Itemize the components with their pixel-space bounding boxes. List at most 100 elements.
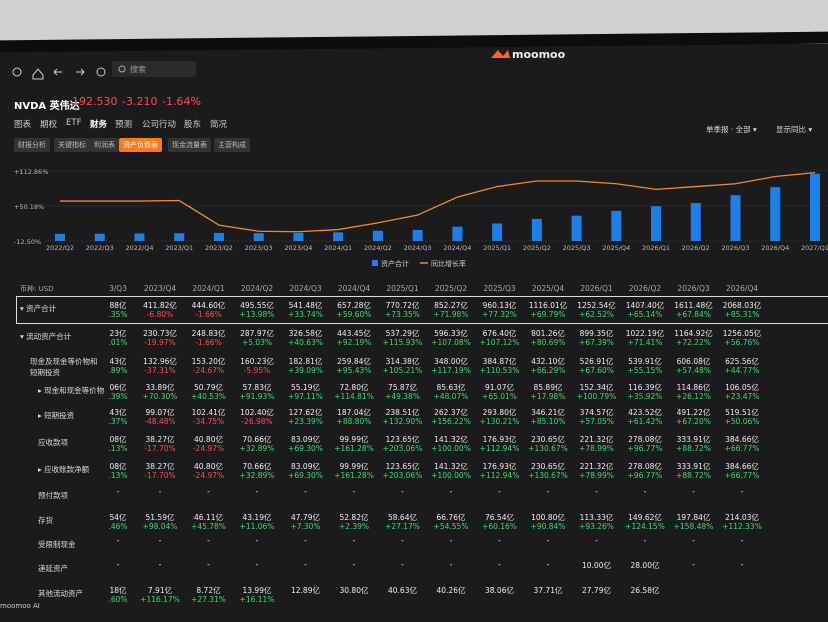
bar bbox=[571, 215, 582, 241]
cell-amount: 278.08亿 bbox=[628, 462, 662, 471]
cell-change: +35.92% bbox=[627, 392, 663, 401]
cell-change: -48.48% bbox=[144, 417, 176, 426]
cell-amount: 384.66亿 bbox=[725, 462, 759, 471]
cell-change: +158.48% bbox=[673, 522, 714, 531]
cell-change: +100.79% bbox=[576, 392, 617, 401]
cell-amount: 99.99亿 bbox=[339, 462, 369, 471]
tab[interactable]: 预测 bbox=[115, 120, 133, 130]
cell-amount: 70.66亿 bbox=[242, 462, 272, 471]
bar bbox=[492, 223, 503, 241]
cell-amount: 899.35亿 bbox=[579, 329, 614, 338]
cell-change: +98.04% bbox=[142, 522, 178, 531]
bar bbox=[55, 233, 65, 241]
cell-amount: 75.87亿 bbox=[388, 383, 417, 392]
cell-change: +161.28% bbox=[334, 444, 374, 453]
search-box[interactable] bbox=[112, 61, 196, 77]
x-tick-label: 2026/Q4 bbox=[761, 244, 789, 252]
tab[interactable]: 图表 bbox=[14, 120, 32, 130]
control[interactable]: 单季报 · 全部 ▾ bbox=[706, 125, 757, 134]
cell-amount: 85.89亿 bbox=[533, 383, 563, 392]
cell-change: +96.77% bbox=[627, 471, 663, 480]
x-tick-label: 2026/Q2 bbox=[682, 244, 710, 252]
cell-amount: 539.91亿 bbox=[628, 357, 662, 366]
cell-amount: - bbox=[158, 487, 162, 496]
cell-amount: 423.52亿 bbox=[628, 408, 662, 417]
cell-amount: 08亿 bbox=[109, 435, 127, 444]
cell-amount: - bbox=[546, 536, 550, 545]
cell-change: +110.53% bbox=[479, 366, 520, 375]
bar bbox=[372, 230, 383, 241]
cell-amount: 221.32亿 bbox=[579, 435, 614, 444]
cell-change: -24.97% bbox=[192, 471, 225, 480]
cell-amount: 13.99亿 bbox=[242, 586, 272, 595]
sub-tab[interactable]: 利润表 bbox=[90, 138, 119, 152]
cell-change: +112.33% bbox=[722, 522, 762, 531]
cell-amount: 248.83亿 bbox=[191, 329, 226, 338]
cell-change: +105.21% bbox=[382, 366, 423, 375]
cell-amount: - bbox=[304, 487, 307, 496]
cell-amount: 1611.48亿 bbox=[674, 301, 713, 310]
legend-label: 资产合计 bbox=[381, 259, 409, 268]
sub-tab[interactable]: 关键指标 bbox=[54, 138, 90, 152]
cell-amount: 30.80亿 bbox=[339, 586, 369, 595]
cell-amount: 333.91亿 bbox=[676, 435, 711, 444]
tab[interactable]: 股东 bbox=[184, 120, 202, 130]
cell-amount: 801.26亿 bbox=[531, 329, 565, 338]
cell-amount: 314.38亿 bbox=[385, 357, 420, 366]
sub-tab[interactable]: 主营构成 bbox=[214, 138, 250, 152]
search-text: 搜索 bbox=[130, 65, 146, 74]
cell-amount: - bbox=[498, 536, 501, 545]
back-icon[interactable] bbox=[53, 68, 62, 76]
tab[interactable]: 公司行动 bbox=[142, 120, 177, 130]
row-name: 其他流动资产 bbox=[38, 589, 83, 598]
cell-change: .37% bbox=[108, 417, 128, 426]
row-name: 存货 bbox=[38, 516, 53, 525]
period-header: 2026/Q3 bbox=[677, 284, 710, 293]
row-name: 应收款项 bbox=[38, 438, 68, 447]
stock-price: 192.530 bbox=[72, 95, 118, 108]
cell-amount: 43.19亿 bbox=[242, 513, 272, 522]
cell-change: +67.60% bbox=[579, 366, 614, 375]
tab[interactable]: 财务 bbox=[90, 120, 108, 130]
tab[interactable]: ETF bbox=[66, 118, 82, 128]
cell-change: -37.31% bbox=[144, 366, 176, 375]
period-header: 2025/Q1 bbox=[386, 284, 419, 293]
tab[interactable]: 简况 bbox=[210, 120, 228, 130]
home-icon[interactable] bbox=[32, 68, 44, 80]
cell-amount: 852.27亿 bbox=[434, 301, 468, 310]
sub-tab[interactable]: 财报分析 bbox=[14, 138, 50, 152]
sub-tab[interactable]: 现金流量表 bbox=[168, 138, 211, 152]
cell-change: +40.63% bbox=[288, 338, 323, 347]
cell-amount: - bbox=[449, 536, 453, 545]
cell-change: +13.98% bbox=[239, 310, 275, 319]
cell-change: .01% bbox=[108, 338, 128, 347]
forward-icon[interactable] bbox=[76, 68, 85, 76]
cell-change: +23.47% bbox=[724, 392, 760, 401]
cell-change: +95.43% bbox=[336, 366, 372, 375]
tab[interactable]: 期权 bbox=[40, 120, 58, 130]
x-tick-label: 2023/Q2 bbox=[205, 244, 233, 252]
sub-tab[interactable]: 资产负债表 bbox=[119, 138, 162, 152]
cell-change: +49.38% bbox=[385, 392, 420, 401]
x-tick-label: 2024/Q4 bbox=[443, 244, 471, 252]
x-tick-label: 2027/Q1 bbox=[801, 244, 828, 252]
cell-amount: 132.96亿 bbox=[143, 357, 177, 366]
cell-amount: - bbox=[116, 560, 120, 569]
cell-amount: - bbox=[116, 487, 120, 496]
stock-pct: -1.64% bbox=[162, 95, 201, 108]
control[interactable]: 显示同比 ▾ bbox=[776, 125, 813, 134]
period-header: 2025/Q2 bbox=[434, 284, 468, 293]
history-icon[interactable] bbox=[12, 67, 22, 77]
cell-amount: - bbox=[498, 560, 501, 569]
cell-amount: 08亿 bbox=[109, 462, 127, 471]
cell-amount: 40.63亿 bbox=[388, 586, 417, 595]
refresh-icon[interactable] bbox=[96, 67, 106, 77]
cell-change: +59.60% bbox=[336, 310, 372, 319]
cell-change: +156.22% bbox=[431, 417, 471, 426]
cell-amount: 27.79亿 bbox=[582, 586, 611, 595]
row-name: ▸ 短期投资 bbox=[38, 411, 75, 420]
cell-amount: 102.41亿 bbox=[191, 408, 226, 417]
cell-change: .60% bbox=[108, 595, 128, 604]
cell-change: +88.80% bbox=[336, 417, 372, 426]
